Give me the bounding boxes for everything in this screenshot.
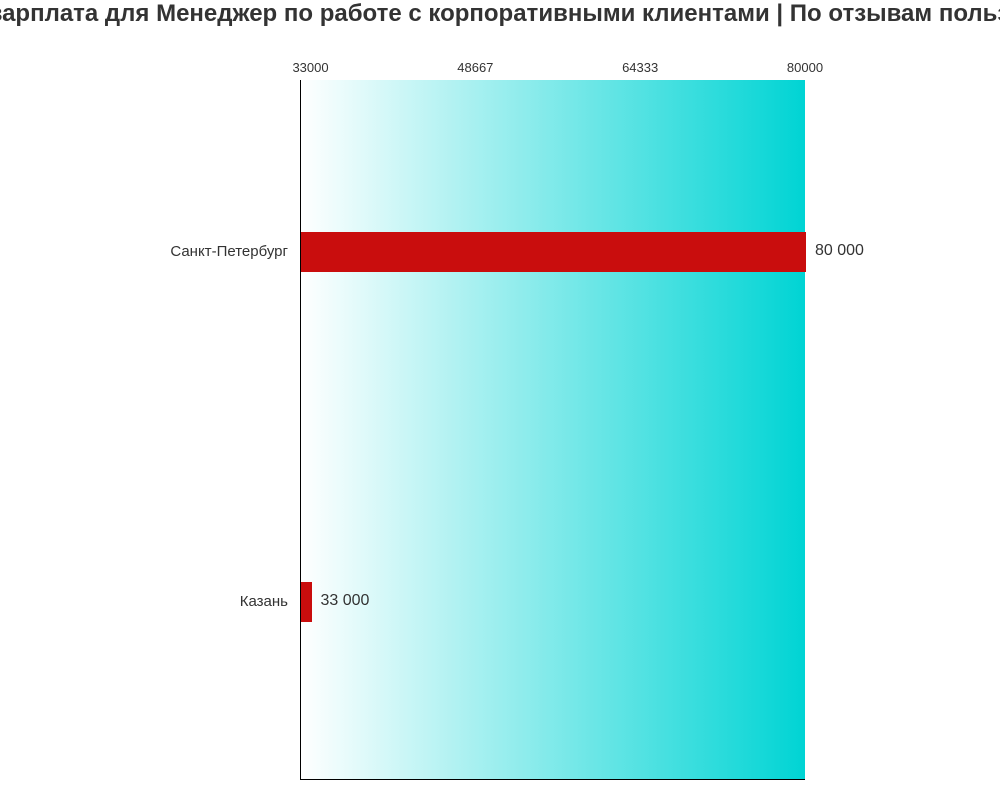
y-category-label: Санкт-Петербург [170, 243, 288, 260]
bar [301, 582, 312, 622]
bar-value-label: 80 000 [815, 242, 864, 260]
x-tick-label: 80000 [787, 60, 823, 75]
x-tick-label: 64333 [622, 60, 658, 75]
bar-value-label: 33 000 [321, 592, 370, 610]
x-tick-label: 48667 [457, 60, 493, 75]
plot-area [300, 80, 805, 780]
x-tick-label: 33000 [292, 60, 328, 75]
y-category-label: Казань [240, 593, 288, 610]
chart-title: Средняя зарплата для Менеджер по работе … [0, 0, 1000, 28]
bar [301, 232, 806, 272]
plot-background [301, 80, 805, 779]
